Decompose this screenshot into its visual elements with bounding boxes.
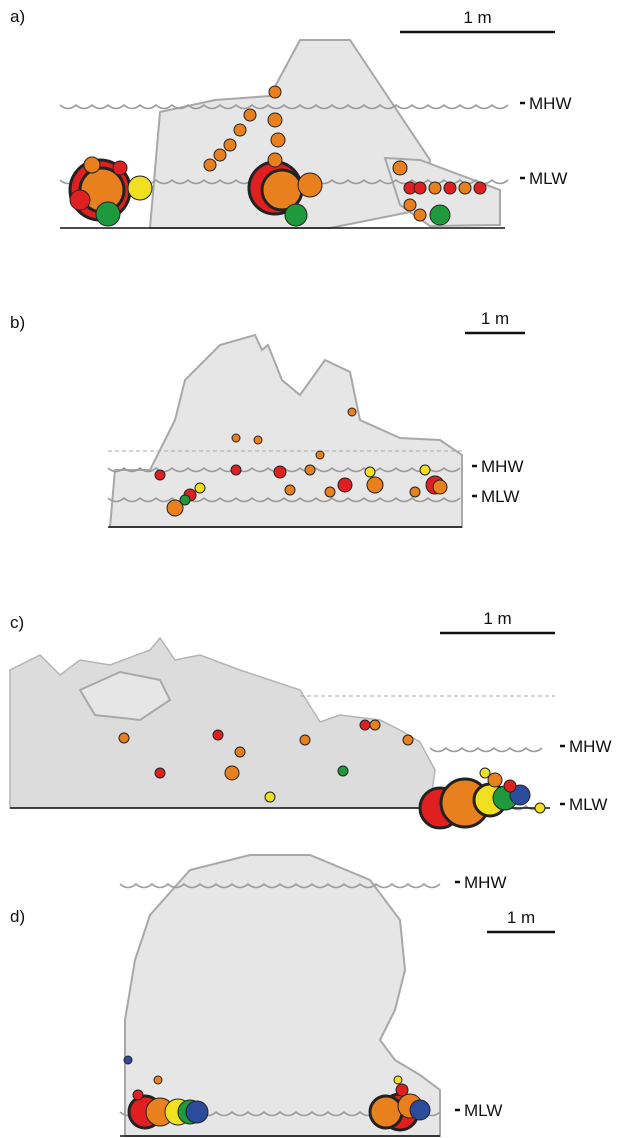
rock bbox=[124, 854, 441, 1137]
observation-dot bbox=[212, 729, 224, 741]
observation-dot bbox=[123, 1055, 133, 1065]
level-label: MLW bbox=[481, 487, 519, 506]
observation-dot bbox=[315, 450, 325, 460]
shapes bbox=[9, 39, 501, 1137]
observation-dot bbox=[304, 464, 316, 476]
scale-label: 1 m bbox=[463, 8, 491, 27]
observation-dot bbox=[253, 435, 263, 445]
water-level-line bbox=[429, 747, 543, 753]
observation-dot bbox=[432, 479, 448, 495]
observation-dot bbox=[487, 772, 503, 788]
observation-dot bbox=[267, 112, 283, 128]
level-label: MHW bbox=[464, 873, 506, 892]
observation-dot bbox=[270, 132, 286, 148]
observation-dot bbox=[284, 203, 308, 227]
observation-dot bbox=[284, 484, 296, 496]
observation-dot bbox=[393, 1075, 403, 1085]
observation-dot bbox=[413, 208, 427, 222]
observation-dot bbox=[185, 1100, 209, 1124]
rock bbox=[78, 670, 172, 722]
observation-dot bbox=[194, 482, 206, 494]
observation-dot bbox=[409, 1099, 431, 1121]
observation-dot bbox=[230, 464, 242, 476]
observation-dot bbox=[153, 1075, 163, 1085]
observation-dot bbox=[366, 476, 384, 494]
observation-dot bbox=[112, 160, 128, 176]
water-level-line bbox=[107, 497, 461, 503]
observation-dot bbox=[203, 158, 217, 172]
observation-dot bbox=[479, 767, 491, 779]
scale-label: 1 m bbox=[481, 309, 509, 328]
scale-label: 1 m bbox=[483, 609, 511, 628]
observation-dot bbox=[231, 433, 241, 443]
level-label: MHW bbox=[481, 457, 523, 476]
observation-dot bbox=[473, 181, 487, 195]
observation-dot bbox=[534, 802, 546, 814]
level-label: MHW bbox=[529, 94, 571, 113]
observation-dot bbox=[347, 407, 357, 417]
observation-dot bbox=[224, 765, 240, 781]
observation-dot bbox=[402, 734, 414, 746]
observation-dot bbox=[127, 175, 153, 201]
level-label: MLW bbox=[529, 169, 567, 188]
observation-dot bbox=[429, 204, 451, 226]
observation-dot bbox=[166, 499, 184, 517]
panel-label: a) bbox=[10, 7, 25, 26]
observation-dot bbox=[428, 181, 442, 195]
observation-dot bbox=[223, 138, 237, 152]
panel-label: d) bbox=[10, 907, 25, 926]
observation-dot bbox=[234, 746, 246, 758]
observation-dot bbox=[264, 791, 276, 803]
observation-dot bbox=[273, 465, 287, 479]
observation-dot bbox=[443, 181, 457, 195]
observation-dot bbox=[154, 469, 166, 481]
observation-dot bbox=[324, 486, 336, 498]
level-label: MLW bbox=[569, 795, 607, 814]
observation-dot bbox=[299, 734, 311, 746]
observation-dot bbox=[413, 181, 427, 195]
panel-label: b) bbox=[10, 313, 25, 332]
observation-dot bbox=[368, 1094, 404, 1130]
rock bbox=[108, 333, 463, 528]
observation-dot bbox=[118, 732, 130, 744]
observation-dot bbox=[337, 765, 349, 777]
observation-dot bbox=[297, 172, 323, 198]
observation-dot bbox=[179, 494, 191, 506]
water-level-line bbox=[119, 883, 441, 889]
observation-dot bbox=[95, 201, 121, 227]
observation-dot bbox=[359, 719, 371, 731]
observation-dot bbox=[419, 464, 431, 476]
water-level-line bbox=[59, 104, 509, 110]
observation-dot bbox=[369, 719, 381, 731]
observation-dot bbox=[409, 486, 421, 498]
observation-dot bbox=[403, 198, 417, 212]
observation-dot bbox=[267, 152, 283, 168]
observation-dot bbox=[132, 1089, 144, 1101]
observation-dot bbox=[69, 189, 91, 211]
level-label: MLW bbox=[464, 1101, 502, 1120]
panel-label: c) bbox=[10, 613, 24, 632]
observation-dot bbox=[337, 477, 353, 493]
observation-dot bbox=[503, 779, 517, 793]
observation-dot bbox=[395, 1083, 409, 1097]
observation-dot bbox=[233, 123, 247, 137]
observation-dot bbox=[392, 160, 408, 176]
observation-dot bbox=[364, 466, 376, 478]
observation-dot bbox=[213, 148, 227, 162]
level-label: MHW bbox=[569, 737, 611, 756]
observation-dot bbox=[458, 181, 472, 195]
scale-label: 1 m bbox=[507, 908, 535, 927]
observation-dot bbox=[243, 108, 257, 122]
observation-dot bbox=[83, 156, 101, 174]
observation-dot bbox=[268, 85, 282, 99]
observation-dot bbox=[154, 767, 166, 779]
